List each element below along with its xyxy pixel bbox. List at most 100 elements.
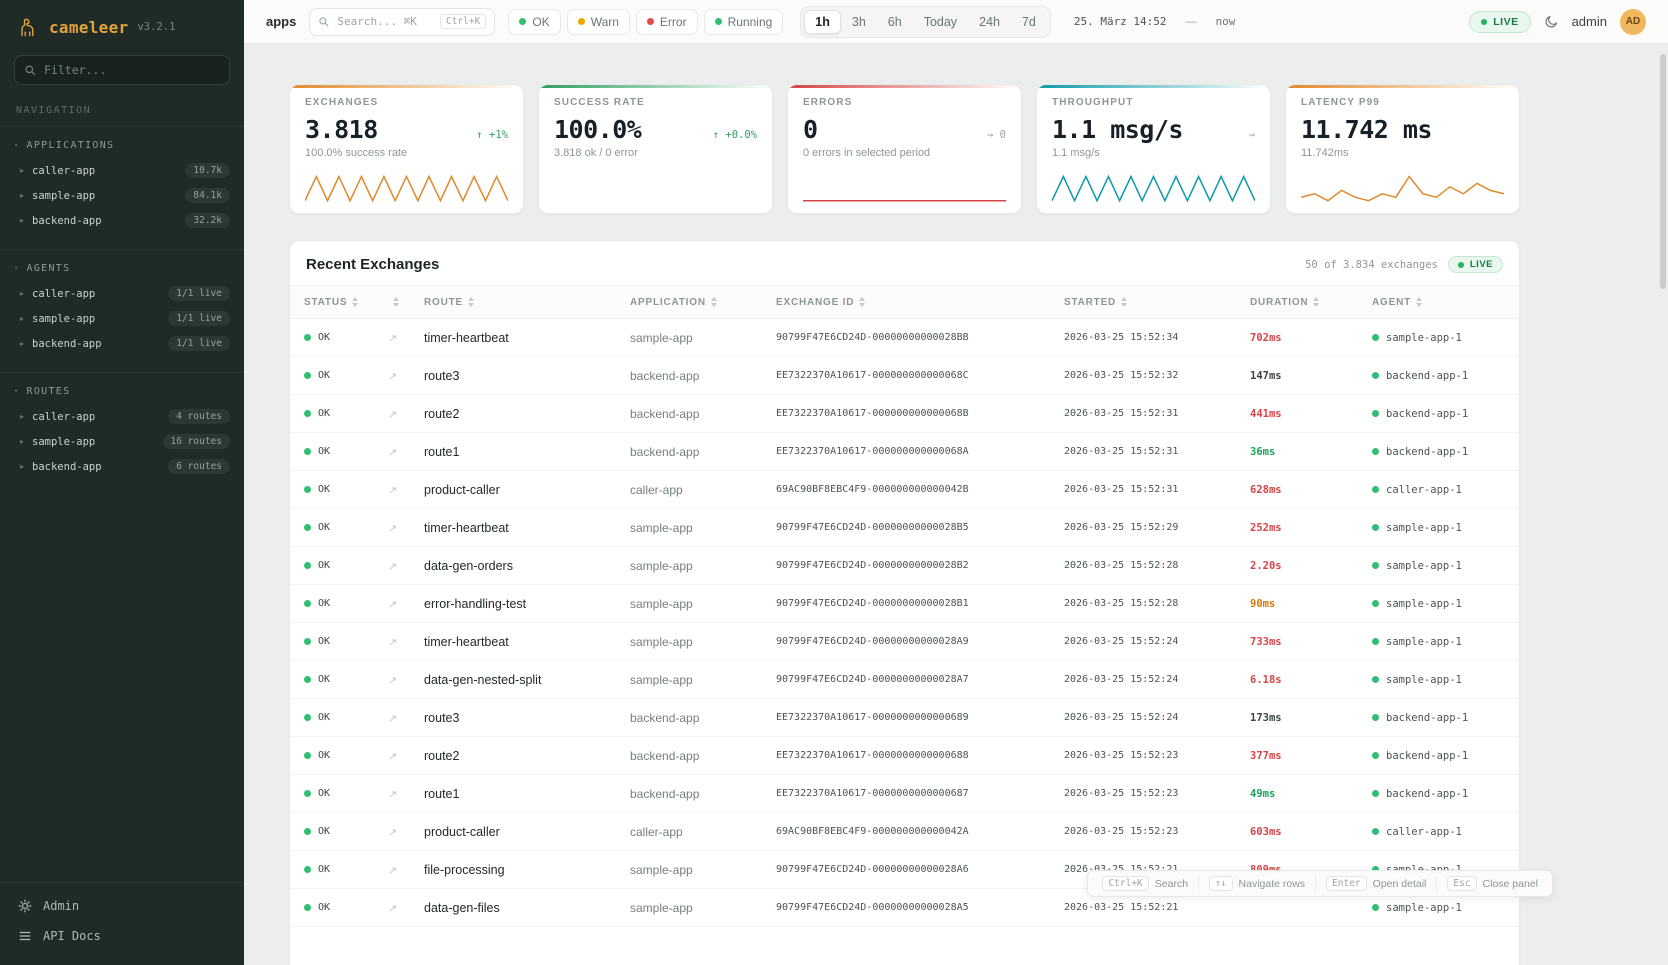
keyboard-hint: Esc Close panel — [1436, 876, 1548, 891]
table-row[interactable]: OK ↗ route2 backend-app EE7322370A10617-… — [290, 737, 1519, 775]
status-filter-chip[interactable]: Warn — [566, 8, 630, 35]
table-live-badge[interactable]: LIVE — [1447, 256, 1503, 273]
expand-icon[interactable]: ↗ — [388, 370, 398, 383]
sidebar-item-route[interactable]: ▸ backend-app 6 routes — [0, 454, 244, 479]
status-filter-chip[interactable]: OK — [508, 8, 561, 35]
status-cell: OK — [304, 446, 388, 457]
expand-cell[interactable]: ↗ — [388, 405, 424, 423]
live-toggle[interactable]: LIVE — [1469, 10, 1531, 33]
sidebar-item-agent[interactable]: ▸ sample-app 1/1 live — [0, 306, 244, 331]
expand-icon[interactable]: ↗ — [388, 712, 398, 725]
table-row[interactable]: OK ↗ file-processing sample-app 90799F47… — [290, 851, 1519, 889]
global-search-input[interactable] — [337, 15, 434, 28]
expand-icon[interactable]: ↗ — [388, 826, 398, 839]
agent-label: caller-app-1 — [1386, 483, 1462, 496]
sidebar-item-route[interactable]: ▸ caller-app 4 routes — [0, 404, 244, 429]
expand-cell[interactable]: ↗ — [388, 861, 424, 879]
expand-icon[interactable]: ↗ — [388, 598, 398, 611]
expand-cell[interactable]: ↗ — [388, 557, 424, 575]
expand-cell[interactable]: ↗ — [388, 595, 424, 613]
time-range-group: 1h 3h 6h Today 24h 7d — [800, 5, 1051, 38]
time-range-button[interactable]: Today — [913, 10, 968, 34]
sidebar-filter-input[interactable] — [44, 63, 220, 77]
expand-icon[interactable]: ↗ — [388, 332, 398, 345]
section-header-routes[interactable]: ▾ ROUTES — [0, 381, 244, 404]
table-row[interactable]: OK ↗ product-caller caller-app 69AC90BF8… — [290, 813, 1519, 851]
table-row[interactable]: OK ↗ route2 backend-app EE7322370A10617-… — [290, 395, 1519, 433]
expand-icon[interactable]: ↗ — [388, 408, 398, 421]
sidebar-item-agent[interactable]: ▸ caller-app 1/1 live — [0, 281, 244, 306]
expand-icon[interactable]: ↗ — [388, 636, 398, 649]
expand-cell[interactable]: ↗ — [388, 747, 424, 765]
expand-icon[interactable]: ↗ — [388, 750, 398, 763]
avatar[interactable]: AD — [1620, 8, 1646, 35]
column-header[interactable]: DURATION — [1250, 297, 1372, 308]
column-header[interactable]: STATUS — [304, 297, 388, 308]
column-header[interactable] — [388, 297, 424, 307]
section-header-agents[interactable]: ▾ AGENTS — [0, 258, 244, 281]
table-row[interactable]: OK ↗ data-gen-nested-split sample-app 90… — [290, 661, 1519, 699]
expand-cell[interactable]: ↗ — [388, 481, 424, 499]
sidebar-item-application[interactable]: ▸ sample-app 84.1k — [0, 183, 244, 208]
column-header[interactable]: ROUTE — [424, 297, 630, 308]
expand-icon[interactable]: ↗ — [388, 484, 398, 497]
expand-icon[interactable]: ↗ — [388, 864, 398, 877]
logo[interactable]: cameleer v3.2.1 — [0, 0, 244, 51]
table-row[interactable]: OK ↗ route3 backend-app EE7322370A10617-… — [290, 699, 1519, 737]
expand-cell[interactable]: ↗ — [388, 899, 424, 917]
expand-icon[interactable]: ↗ — [388, 446, 398, 459]
global-search[interactable]: Ctrl+K — [309, 7, 496, 36]
column-header[interactable]: APPLICATION — [630, 297, 776, 308]
status-filter-chip[interactable]: Running — [703, 8, 784, 35]
time-range-button[interactable]: 1h — [804, 9, 841, 34]
table-row[interactable]: OK ↗ route1 backend-app EE7322370A10617-… — [290, 775, 1519, 813]
table-row[interactable]: OK ↗ timer-heartbeat sample-app 90799F47… — [290, 623, 1519, 661]
expand-cell[interactable]: ↗ — [388, 671, 424, 689]
table-row[interactable]: OK ↗ timer-heartbeat sample-app 90799F47… — [290, 319, 1519, 357]
expand-cell[interactable]: ↗ — [388, 709, 424, 727]
sidebar-filter[interactable] — [14, 55, 230, 85]
expand-cell[interactable]: ↗ — [388, 633, 424, 651]
time-range-button[interactable]: 7d — [1011, 10, 1047, 34]
time-range-button[interactable]: 3h — [841, 10, 877, 34]
sidebar-item-application[interactable]: ▸ caller-app 10.7k — [0, 158, 244, 183]
api-docs-link[interactable]: API Docs — [0, 921, 244, 951]
datetime-display[interactable]: 25. März 14:52 — [1073, 15, 1167, 28]
expand-cell[interactable]: ↗ — [388, 519, 424, 537]
admin-link[interactable]: Admin — [0, 891, 244, 921]
time-range-button[interactable]: 24h — [968, 10, 1011, 34]
expand-icon[interactable]: ↗ — [388, 522, 398, 535]
sidebar-item-agent[interactable]: ▸ backend-app 1/1 live — [0, 331, 244, 356]
search-icon — [318, 16, 330, 28]
table-row[interactable]: OK ↗ data-gen-orders sample-app 90799F47… — [290, 547, 1519, 585]
sidebar-item-application[interactable]: ▸ backend-app 32.2k — [0, 208, 244, 233]
column-header[interactable]: STARTED — [1064, 297, 1250, 308]
expand-cell[interactable]: ↗ — [388, 823, 424, 841]
scrollbar[interactable] — [1660, 46, 1666, 963]
live-label: LIVE — [1493, 15, 1519, 28]
expand-icon[interactable]: ↗ — [388, 560, 398, 573]
column-header[interactable]: AGENT — [1372, 297, 1505, 308]
scrollbar-thumb[interactable] — [1660, 54, 1666, 289]
sidebar-item-route[interactable]: ▸ sample-app 16 routes — [0, 429, 244, 454]
expand-icon[interactable]: ↗ — [388, 902, 398, 915]
section-header-applications[interactable]: ▾ APPLICATIONS — [0, 135, 244, 158]
expand-cell[interactable]: ↗ — [388, 367, 424, 385]
table-row[interactable]: OK ↗ timer-heartbeat sample-app 90799F47… — [290, 509, 1519, 547]
table-row[interactable]: OK ↗ route3 backend-app EE7322370A10617-… — [290, 357, 1519, 395]
status-filter-chip[interactable]: Error — [635, 8, 698, 35]
dark-mode-toggle[interactable] — [1544, 14, 1559, 29]
expand-cell[interactable]: ↗ — [388, 785, 424, 803]
context-breadcrumb[interactable]: apps — [266, 14, 297, 29]
column-header[interactable]: EXCHANGE ID — [776, 297, 1064, 308]
table-row[interactable]: OK ↗ data-gen-files sample-app 90799F47E… — [290, 889, 1519, 927]
expand-cell[interactable]: ↗ — [388, 329, 424, 347]
table-row[interactable]: OK ↗ error-handling-test sample-app 9079… — [290, 585, 1519, 623]
time-range-button[interactable]: 6h — [877, 10, 913, 34]
expand-cell[interactable]: ↗ — [388, 443, 424, 461]
expand-icon[interactable]: ↗ — [388, 674, 398, 687]
table-row[interactable]: OK ↗ product-caller caller-app 69AC90BF8… — [290, 471, 1519, 509]
table-row[interactable]: OK ↗ route1 backend-app EE7322370A10617-… — [290, 433, 1519, 471]
status-filter-chips: OK Warn Error Running — [508, 8, 784, 35]
expand-icon[interactable]: ↗ — [388, 788, 398, 801]
